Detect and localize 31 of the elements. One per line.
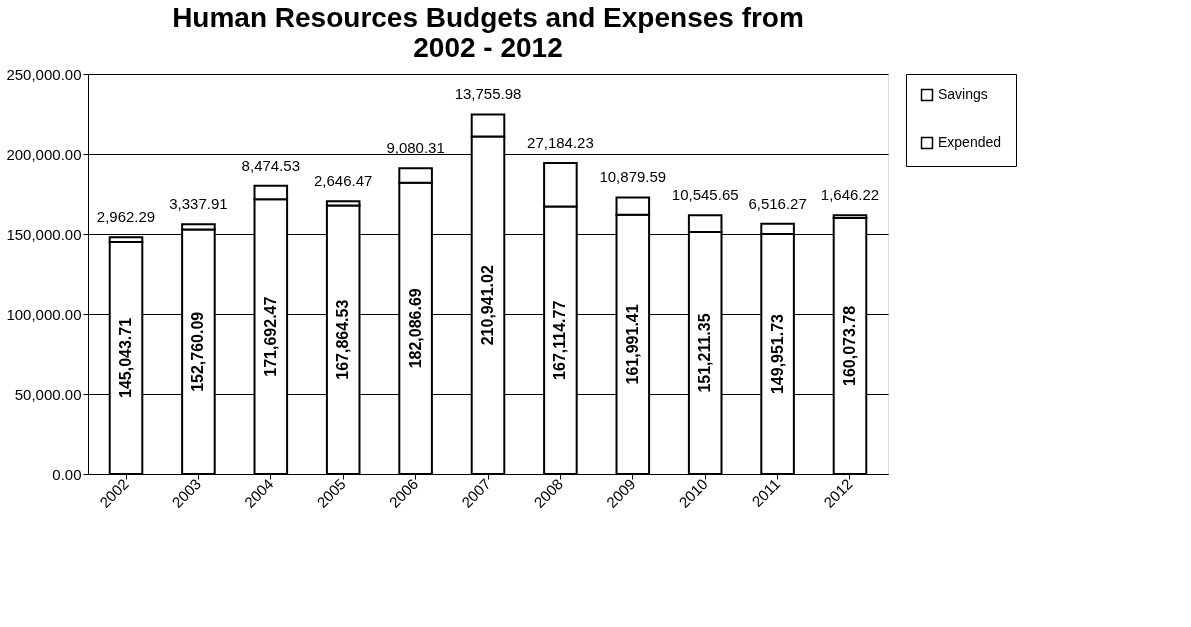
data-label: 160,073.78 bbox=[840, 305, 858, 386]
data-label: 145,043.71 bbox=[117, 317, 135, 398]
data-label: 13,755.98 bbox=[454, 85, 522, 103]
data-label: 151,211.35 bbox=[696, 313, 714, 393]
y-tick-label: 250,000.00 bbox=[6, 65, 82, 83]
data-label: 8,474.53 bbox=[241, 156, 300, 174]
y-tick-label: 150,000.00 bbox=[6, 225, 82, 243]
data-label: 210,941.02 bbox=[479, 265, 496, 346]
data-label: 2,646.47 bbox=[314, 172, 373, 190]
data-label: 6,516.27 bbox=[748, 194, 807, 212]
legend-label: Expended bbox=[938, 134, 1002, 150]
data-label: 10,879.59 bbox=[599, 168, 667, 186]
data-label: 9,080.31 bbox=[386, 139, 445, 157]
data-label: 171,692.47 bbox=[261, 296, 279, 377]
data-label: 1,646.22 bbox=[820, 186, 880, 204]
chart-title: Human Resources Budgets and Expenses from 2002 - 2012 bbox=[172, 2, 804, 63]
data-label: 3,337.91 bbox=[169, 195, 228, 213]
data-label: 182,086.69 bbox=[406, 288, 424, 369]
data-label: 167,864.53 bbox=[334, 299, 352, 380]
data-label: 161,991.41 bbox=[623, 304, 641, 385]
y-tick-label: 200,000.00 bbox=[6, 145, 82, 163]
y-tick-label: 100,000.00 bbox=[6, 305, 82, 323]
data-label: 27,184.23 bbox=[527, 134, 594, 152]
legend-label: Savings bbox=[938, 86, 988, 102]
data-label: 149,951.73 bbox=[768, 313, 786, 395]
data-label: 2,962.29 bbox=[96, 208, 156, 226]
y-tick-label: 50,000.00 bbox=[14, 385, 82, 403]
data-label: 10,545.65 bbox=[671, 186, 739, 204]
y-tick-label: 0.00 bbox=[52, 465, 82, 483]
data-label: 152,760.09 bbox=[189, 311, 207, 392]
data-label: 167,114.77 bbox=[551, 300, 569, 380]
